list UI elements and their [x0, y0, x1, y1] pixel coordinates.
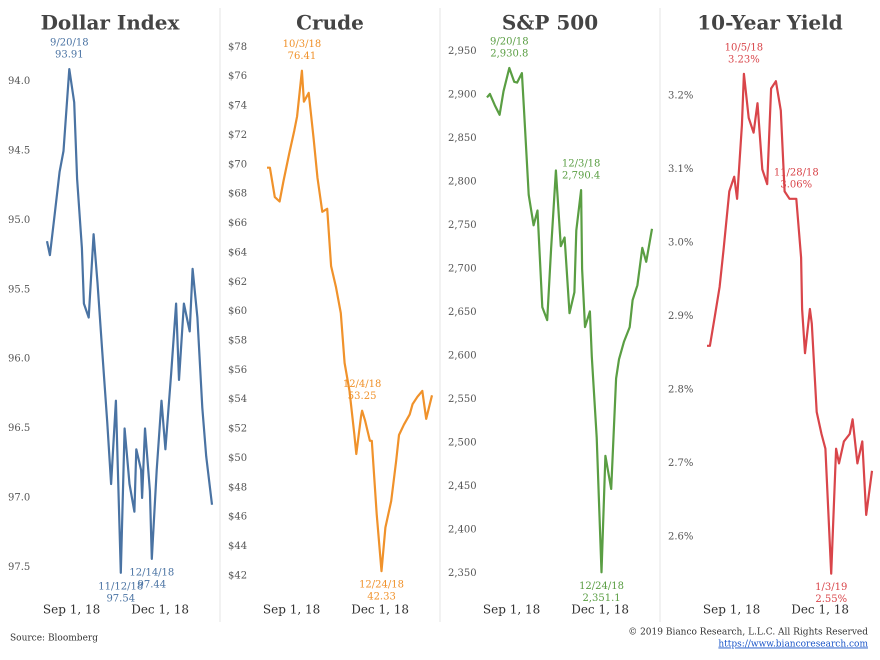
chart-title: 10-Year Yield	[697, 11, 843, 35]
y-tick-label: 3.1%	[668, 164, 693, 175]
y-tick-label: 2.7%	[668, 458, 693, 469]
annotation-date: 11/28/18	[774, 167, 819, 178]
y-tick-label: 2,400	[448, 524, 477, 535]
y-tick-label: 2,750	[448, 220, 477, 231]
x-tick-label: Dec 1, 18	[791, 603, 849, 617]
annotation-value: 3.06%	[780, 179, 812, 190]
annotation-date: 10/5/18	[725, 42, 764, 53]
annotation-value: 2.55%	[815, 594, 847, 605]
annotation-value: 2,790.4	[562, 171, 600, 182]
copyright: © 2019 Bianco Research, L.L.C. All Right…	[628, 628, 868, 638]
y-tick-label: 2,450	[448, 481, 477, 492]
y-tick-label: $46	[228, 512, 247, 523]
annotation-date: 1/3/19	[815, 582, 847, 593]
annotation-date: 10/3/18	[283, 39, 322, 50]
annotation-value: 97.44	[138, 579, 167, 590]
y-tick-label: 2,650	[448, 307, 477, 318]
y-tick-label: $52	[228, 424, 247, 435]
y-tick-label: $62	[228, 277, 247, 288]
x-tick-label: Dec 1, 18	[351, 603, 409, 617]
y-tick-label: 2.8%	[668, 384, 693, 395]
price-line	[707, 72, 874, 575]
y-tick-label: $74	[228, 101, 247, 112]
y-tick-label: $50	[228, 453, 247, 464]
annotation-date: 12/24/18	[359, 580, 404, 591]
y-tick-label: 94.0	[8, 76, 30, 87]
x-tick-label: Sep 1, 18	[263, 603, 320, 617]
x-tick-label: Sep 1, 18	[703, 603, 760, 617]
y-tick-label: $44	[228, 541, 247, 552]
annotation-date: 9/20/18	[490, 37, 529, 48]
chart-title: Dollar Index	[41, 11, 181, 35]
x-tick-label: Sep 1, 18	[483, 603, 540, 617]
y-tick-label: 97.0	[8, 492, 30, 503]
annotation-date: 11/12/18	[98, 581, 143, 592]
y-tick-label: 2.6%	[668, 531, 693, 542]
annotation-date: 12/3/18	[562, 159, 601, 170]
annotation-date: 12/14/18	[129, 567, 174, 578]
y-tick-label: 95.5	[8, 284, 30, 295]
annotation-value: 3.23%	[728, 54, 760, 65]
y-tick-label: $48	[228, 482, 247, 493]
y-tick-label: 2,550	[448, 394, 477, 405]
y-tick-label: $56	[228, 365, 247, 376]
x-tick-label: Sep 1, 18	[43, 603, 100, 617]
y-tick-label: $72	[228, 130, 247, 141]
y-tick-label: 2,850	[448, 133, 477, 144]
y-tick-label: 2.9%	[668, 311, 693, 322]
annotation-value: 53.25	[348, 391, 377, 402]
source-note: Source: Bloomberg	[10, 634, 98, 644]
annotation-date: 9/20/18	[50, 38, 89, 49]
y-tick-label: 94.5	[8, 146, 30, 157]
y-tick-label: $76	[228, 71, 247, 82]
y-tick-label: $60	[228, 306, 247, 317]
price-line	[267, 69, 434, 573]
y-tick-label: 2,700	[448, 263, 477, 274]
annotation-value: 76.41	[288, 51, 317, 62]
annotation-date: 12/24/18	[579, 581, 624, 592]
y-tick-label: 2,600	[448, 350, 477, 361]
annotation-value: 2,351.1	[582, 593, 620, 604]
y-tick-label: 2,900	[448, 89, 477, 100]
y-tick-label: 2,800	[448, 176, 477, 187]
chart-title: S&P 500	[502, 11, 598, 35]
y-tick-label: 3.2%	[668, 90, 693, 101]
annotation-value: 2,930.8	[490, 49, 528, 60]
price-line	[45, 68, 214, 574]
y-tick-label: 96.0	[8, 354, 30, 365]
y-tick-label: 97.5	[8, 562, 30, 573]
y-tick-label: $70	[228, 159, 247, 170]
x-tick-label: Dec 1, 18	[571, 603, 629, 617]
y-tick-label: $68	[228, 189, 247, 200]
annotation-value: 93.91	[55, 50, 84, 61]
y-tick-label: 2,350	[448, 568, 477, 579]
website-link[interactable]: https://www.biancoresearch.com	[718, 640, 868, 650]
y-tick-label: 2,500	[448, 437, 477, 448]
annotation-date: 12/4/18	[343, 379, 382, 390]
y-tick-label: $64	[228, 247, 247, 258]
y-tick-label: $58	[228, 335, 247, 346]
y-tick-label: 96.5	[8, 423, 30, 434]
y-tick-label: $42	[228, 570, 247, 581]
y-tick-label: $54	[228, 394, 247, 405]
y-tick-label: $78	[228, 42, 247, 53]
y-tick-label: 3.0%	[668, 237, 693, 248]
y-tick-label: 95.0	[8, 215, 30, 226]
annotation-value: 42.33	[367, 592, 396, 603]
annotation-value: 97.54	[106, 593, 135, 604]
chart-title: Crude	[296, 11, 364, 35]
y-tick-label: $66	[228, 218, 247, 229]
x-tick-label: Dec 1, 18	[131, 603, 189, 617]
price-line	[486, 66, 654, 574]
y-tick-label: 2,950	[448, 46, 477, 57]
